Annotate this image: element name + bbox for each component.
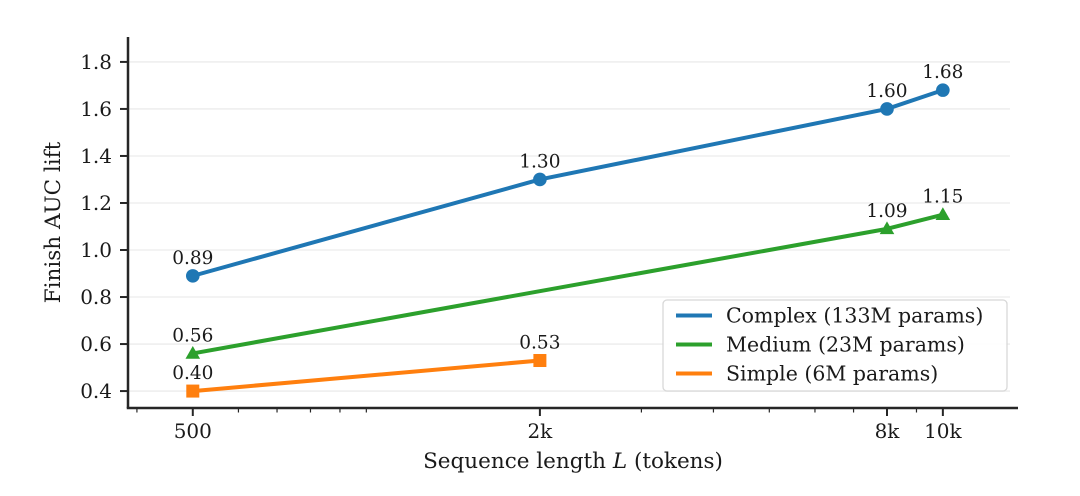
y-tick-label: 1.4 — [80, 144, 112, 168]
legend-box — [662, 299, 1008, 392]
legend: Complex (133M params) Medium (23M params)… — [662, 299, 1008, 392]
legend-label: Complex (133M params) — [726, 304, 983, 328]
x-axis-label: Sequence length L (tokens) — [423, 449, 723, 474]
axes: 0.4 0.6 0.8 1.0 1.2 1.4 1.6 1.8 500 2k 8k 10k Sequen… — [41, 37, 1018, 474]
data-point-marker-square — [533, 354, 547, 368]
series-medium-23m-params: 0.56 1.09 1.15 — [172, 187, 963, 359]
data-point-label: 0.89 — [172, 248, 213, 269]
y-axis-label: Finish AUC lift — [41, 141, 66, 303]
x-tick-label: 8k — [875, 419, 901, 443]
gridlines — [128, 61, 1010, 392]
y-tick-label: 1.8 — [80, 50, 112, 74]
data-point-marker-circle — [880, 102, 894, 116]
data-point-marker-circle — [533, 172, 547, 187]
data-point-label: 1.68 — [922, 62, 963, 83]
data-point-marker-triangle — [935, 207, 951, 221]
data-point-label: 1.09 — [866, 201, 907, 222]
y-tick-label: 0.6 — [80, 332, 112, 356]
data-point-marker-triangle — [185, 345, 201, 359]
y-tick-label: 1.0 — [80, 238, 112, 262]
y-tick-label: 1.6 — [80, 97, 112, 121]
y-tick-label: 0.8 — [80, 285, 112, 309]
series-line — [190, 88, 945, 278]
data-point-label: 0.56 — [172, 325, 213, 346]
x-tick-label: 2k — [527, 419, 553, 443]
data-point-label: 1.60 — [866, 81, 907, 102]
legend-label: Medium (23M params) — [726, 333, 965, 357]
data-point-label: 0.40 — [172, 363, 213, 384]
y-tick-label: 1.2 — [80, 191, 112, 215]
series-line — [190, 358, 542, 394]
legend-item-simple-6m-params: Simple (6M params) — [676, 362, 938, 386]
data-point-marker-circle — [185, 269, 200, 283]
data-point-label: 1.15 — [922, 187, 963, 208]
series-simple-6m-params: 0.40 0.53 — [172, 333, 560, 398]
legend-item-medium-23m-params: Medium (23M params) — [676, 333, 965, 357]
data-point-label: 1.30 — [519, 151, 560, 172]
x-tick-label: 10k — [924, 419, 962, 443]
data-point-marker-square — [186, 384, 200, 398]
legend-item-complex-133m-params: Complex (133M params) — [676, 304, 983, 328]
y-tick-label: 0.4 — [80, 379, 112, 403]
series-complex-133m-params: 0.89 1.30 1.60 1.68 — [172, 62, 963, 283]
legend-label: Simple (6M params) — [726, 362, 938, 386]
x-tick-label: 500 — [174, 419, 212, 443]
data-point-marker-triangle — [879, 221, 895, 235]
data-point-label: 0.53 — [519, 333, 560, 354]
data-point-marker-circle — [936, 83, 950, 97]
